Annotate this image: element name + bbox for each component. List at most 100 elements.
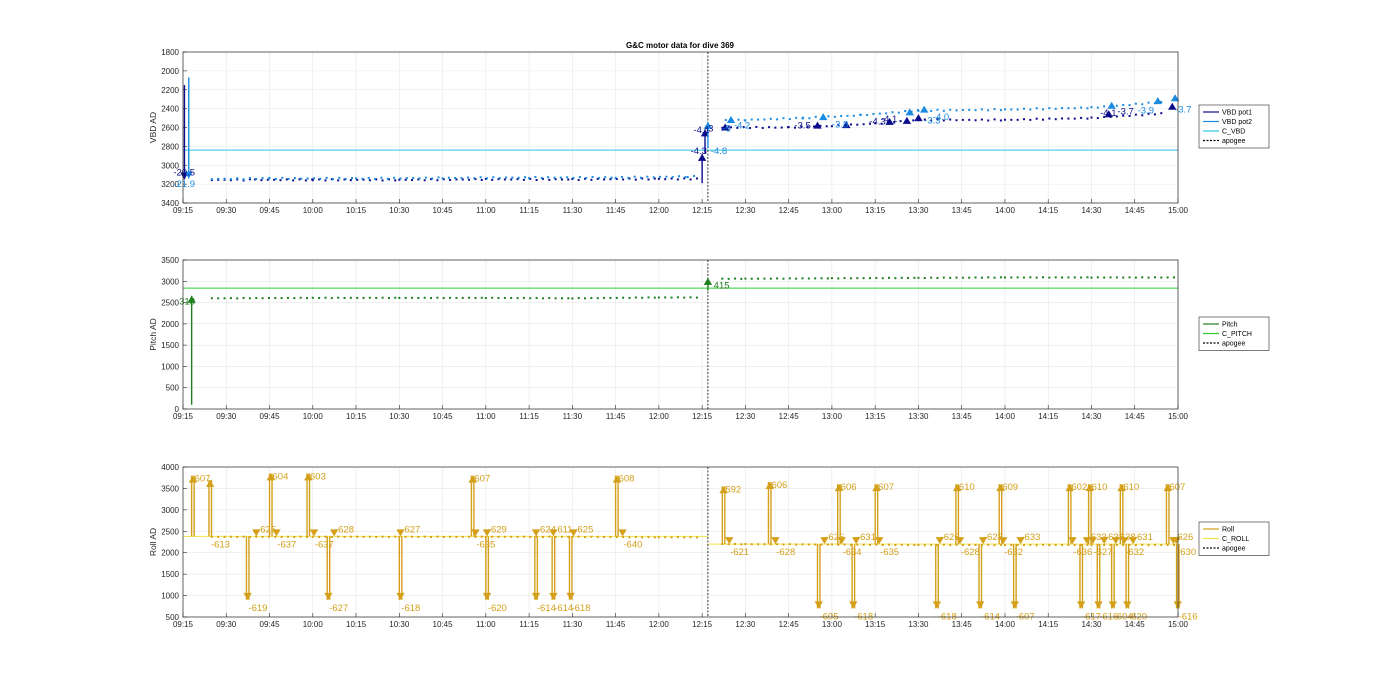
data-point <box>394 179 397 182</box>
data-point <box>999 543 1002 546</box>
move-marker <box>1153 97 1163 105</box>
data-point <box>387 178 390 181</box>
data-point <box>554 535 557 538</box>
x-tick-label: 09:15 <box>173 206 194 215</box>
data-point <box>1134 544 1137 547</box>
data-point <box>1122 103 1125 106</box>
data-point <box>917 276 920 279</box>
x-tick-label: 10:45 <box>433 412 454 421</box>
data-point <box>311 296 314 299</box>
x-tick-label: 12:00 <box>649 206 670 215</box>
data-point <box>1048 544 1051 547</box>
data-label: -3 <box>705 123 713 134</box>
arrow-head <box>703 121 713 129</box>
data-point <box>1016 276 1019 279</box>
arrow-head <box>549 592 558 600</box>
data-point <box>1073 117 1076 120</box>
data-point <box>639 176 642 179</box>
x-tick-label: 09:15 <box>173 620 194 629</box>
data-point <box>695 177 698 180</box>
data-point <box>830 543 833 546</box>
data-point <box>1172 276 1175 279</box>
data-point <box>1042 118 1045 121</box>
roll-label: -628 <box>984 532 1003 543</box>
arrow-head <box>1123 601 1132 609</box>
data-point <box>885 112 888 115</box>
arrow-head <box>205 479 215 487</box>
data-point <box>298 178 301 181</box>
data-point <box>529 536 532 539</box>
data-point <box>676 296 679 299</box>
data-point <box>540 176 543 179</box>
arrow-head <box>329 529 339 537</box>
data-point <box>361 177 364 180</box>
data-label: -4.1 <box>1100 108 1116 119</box>
data-point <box>267 535 270 538</box>
arrow-head <box>549 529 558 537</box>
plot-area <box>183 260 1178 409</box>
roll-label: -614 <box>554 603 573 614</box>
data-point <box>670 296 673 299</box>
data-point <box>1080 276 1083 279</box>
data-point <box>468 535 471 538</box>
data-point <box>968 108 971 111</box>
x-tick-label: 14:15 <box>1038 412 1059 421</box>
data-point <box>840 115 843 118</box>
data-point <box>862 543 865 546</box>
data-point <box>740 543 743 546</box>
data-point <box>1067 117 1070 120</box>
data-point <box>386 177 389 180</box>
data-point <box>930 109 933 112</box>
arrow-head <box>952 484 962 492</box>
data-point <box>1153 113 1156 116</box>
x-tick-label: 09:15 <box>173 412 194 421</box>
data-point <box>683 536 686 539</box>
data-point <box>280 297 283 300</box>
data-point <box>454 176 457 179</box>
legend-entry: Pitch <box>1222 322 1238 329</box>
move-marker <box>813 121 822 129</box>
data-point <box>436 535 439 538</box>
data-point <box>776 543 779 546</box>
x-tick-label: 10:00 <box>303 620 324 629</box>
axes-frame <box>182 259 1179 410</box>
data-point <box>1003 108 1006 111</box>
arrow-head <box>184 171 193 179</box>
data-point <box>813 125 816 128</box>
data-label: -4.3 <box>869 117 885 128</box>
data-point <box>468 178 471 181</box>
data-point <box>529 297 532 300</box>
data-point <box>917 109 920 112</box>
data-point <box>1048 276 1051 279</box>
data-point <box>615 296 618 299</box>
x-tick-label: 15:00 <box>1168 206 1189 215</box>
arrow-head <box>531 529 541 537</box>
data-point <box>510 178 513 181</box>
data-point <box>614 176 617 179</box>
data-point <box>1080 106 1083 109</box>
figure-title: G&C motor data for dive 369 <box>626 41 735 50</box>
data-point <box>381 535 384 538</box>
data-point <box>787 125 790 128</box>
data-point <box>657 536 660 539</box>
data-point <box>547 176 550 179</box>
roll-label: -631 <box>1134 532 1153 543</box>
y-tick-label: 2400 <box>161 105 179 114</box>
data-point <box>248 177 251 180</box>
legend-entry: C_ROLL <box>1222 536 1249 543</box>
data-point <box>881 543 884 546</box>
arrow-head <box>719 486 728 494</box>
x-tick-label: 11:45 <box>606 206 626 215</box>
data-point <box>455 535 458 538</box>
data-point <box>891 111 894 114</box>
data-point <box>603 296 606 299</box>
arrow-head <box>566 592 575 600</box>
data-point <box>670 536 673 539</box>
data-point <box>442 297 445 300</box>
arrow-head <box>851 537 861 545</box>
data-point <box>236 177 239 180</box>
legend-entry: C_PITCH <box>1222 331 1252 338</box>
data-point <box>254 178 257 181</box>
y-axis-label: Pitch AD <box>148 318 158 351</box>
x-tick-label: 11:15 <box>519 412 539 421</box>
